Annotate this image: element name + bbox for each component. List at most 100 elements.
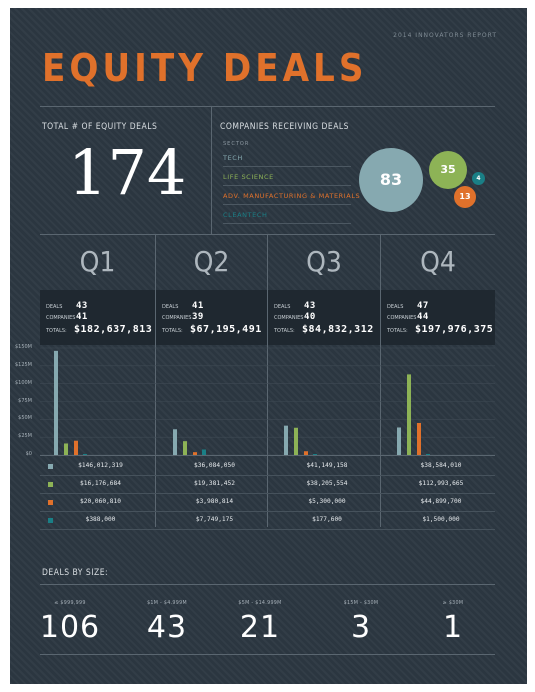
table-cell: $112,993,665	[418, 480, 464, 487]
bar-q2-series-4	[202, 449, 206, 455]
bar-chart	[40, 347, 495, 456]
sector-bubble: 83	[359, 148, 423, 212]
quarter-heading: Q1	[79, 245, 116, 278]
companies-stat-label: COMPANIES	[46, 315, 76, 321]
dollar-sign: $	[190, 324, 197, 335]
table-cell: $177,600	[312, 516, 342, 523]
totals-label: TOTALS:	[387, 328, 408, 334]
table-cell: $16,176,684	[80, 480, 121, 487]
quarter-heading: Q3	[306, 245, 342, 278]
bar-q4-series-4	[426, 453, 430, 455]
table-row-divider	[40, 529, 495, 530]
table-cell: $7,749,175	[195, 516, 234, 523]
table-cell: $19,381,452	[194, 480, 235, 487]
totals-label: TOTALS:	[162, 328, 183, 334]
sector-item: CLEANTECH	[223, 211, 268, 219]
table-cell: $44,899,700	[420, 498, 462, 505]
deals-value: 43	[304, 301, 316, 311]
bar-q1-series-4	[83, 454, 87, 455]
bar-q4-series-2	[407, 374, 411, 455]
table-cell: $1,500,000	[422, 516, 460, 523]
size-range-label: $5M - $14.999M	[238, 601, 282, 606]
bar-q2-series-3	[193, 452, 197, 455]
table-row-divider	[40, 493, 495, 494]
totals-value: $197,976,375	[415, 324, 493, 335]
sector-bubble: 35	[429, 151, 467, 189]
dollar-sign: $	[74, 324, 81, 335]
sector-header: SECTOR	[223, 141, 250, 147]
quarter-heading: Q2	[193, 245, 230, 278]
bar-q3-series-4	[313, 454, 317, 455]
companies-stat-label: COMPANIES	[274, 315, 304, 321]
size-range-label: ≤ $999,999	[54, 601, 86, 606]
bar-q3-series-3	[304, 451, 308, 455]
bar-q1-series-2	[64, 443, 68, 455]
table-cell: $20,060,810	[80, 498, 121, 505]
y-tick-label: $125M	[14, 361, 32, 368]
table-cell: $3,980,814	[195, 498, 234, 505]
deals-label: DEALS	[387, 304, 404, 310]
quarter-stats-panel	[268, 290, 380, 345]
divider-size-bottom	[40, 654, 495, 655]
totals-amount: 67,195,491	[196, 324, 262, 335]
sector-bubble: 4	[472, 172, 485, 185]
divider-mid	[211, 106, 212, 234]
legend-swatch	[48, 482, 53, 487]
total-deals-label: TOTAL # OF EQUITY DEALS	[42, 122, 158, 132]
y-tick-label: $50M	[18, 415, 32, 422]
quarter-stats-panel	[40, 290, 155, 345]
totals-value: $67,195,491	[190, 324, 262, 335]
table-cell: $41,149,158	[306, 462, 348, 469]
totals-amount: 182,637,813	[80, 324, 153, 335]
table-cell: $38,205,554	[306, 480, 348, 487]
q-divider-1	[155, 234, 156, 527]
sector-divider	[223, 223, 351, 224]
bar-q4-series-3	[417, 422, 421, 455]
table-cell: $388,000	[85, 516, 116, 523]
y-tick-label: $100M	[14, 379, 32, 386]
divider-size-top	[40, 584, 495, 585]
totals-value: $84,832,312	[302, 324, 374, 335]
y-tick-label: $75M	[18, 397, 32, 404]
deals-value: 43	[76, 301, 88, 311]
quarter-stats-panel	[381, 290, 495, 345]
sector-bubble: 13	[454, 186, 476, 208]
deals-label: DEALS	[274, 304, 291, 310]
quarter-heading: Q4	[420, 245, 456, 278]
page-title: EQUITY DEALS	[42, 46, 368, 90]
deals-by-size-label: DEALS BY SIZE:	[42, 568, 109, 578]
size-count: 1	[442, 610, 464, 645]
y-tick-label: $150M	[14, 344, 32, 350]
bar-q3-series-2	[294, 427, 298, 455]
companies-label: COMPANIES RECEIVING DEALS	[220, 122, 350, 132]
size-count: 21	[239, 610, 281, 645]
q-divider-3	[380, 234, 381, 527]
totals-amount: 197,976,375	[421, 324, 494, 335]
sector-item: ADV. MANUFACTURING & MATERIALS	[223, 192, 361, 200]
dollar-sign: $	[302, 324, 309, 335]
table-row-divider	[40, 511, 495, 512]
total-deals-value: 174	[68, 136, 187, 209]
table-cell: $36,084,050	[194, 462, 235, 469]
bar-q1-series-1	[54, 350, 58, 455]
table-cell: $146,012,319	[78, 462, 123, 469]
divider-top	[40, 106, 495, 107]
table-divider-top	[40, 455, 495, 456]
bar-q2-series-2	[183, 441, 187, 455]
sector-item: LIFE SCIENCE	[223, 173, 274, 181]
companies-stat-label: COMPANIES	[387, 315, 417, 321]
sector-item: TECH	[223, 154, 243, 162]
companies-value: 41	[76, 312, 88, 322]
size-count: 43	[146, 610, 188, 645]
bar-q3-series-1	[284, 425, 288, 455]
companies-stat-label: COMPANIES	[162, 315, 192, 321]
dollar-sign: $	[415, 324, 422, 335]
totals-value: $182,637,813	[74, 324, 152, 335]
legend-swatch	[48, 518, 53, 523]
size-count: 3	[350, 610, 372, 645]
size-range-label: ≥ $30M	[442, 601, 464, 606]
size-range-label: $15M - $30M	[343, 601, 379, 606]
size-count: 106	[39, 610, 101, 645]
companies-value: 44	[417, 312, 429, 322]
deals-value: 47	[417, 301, 429, 311]
